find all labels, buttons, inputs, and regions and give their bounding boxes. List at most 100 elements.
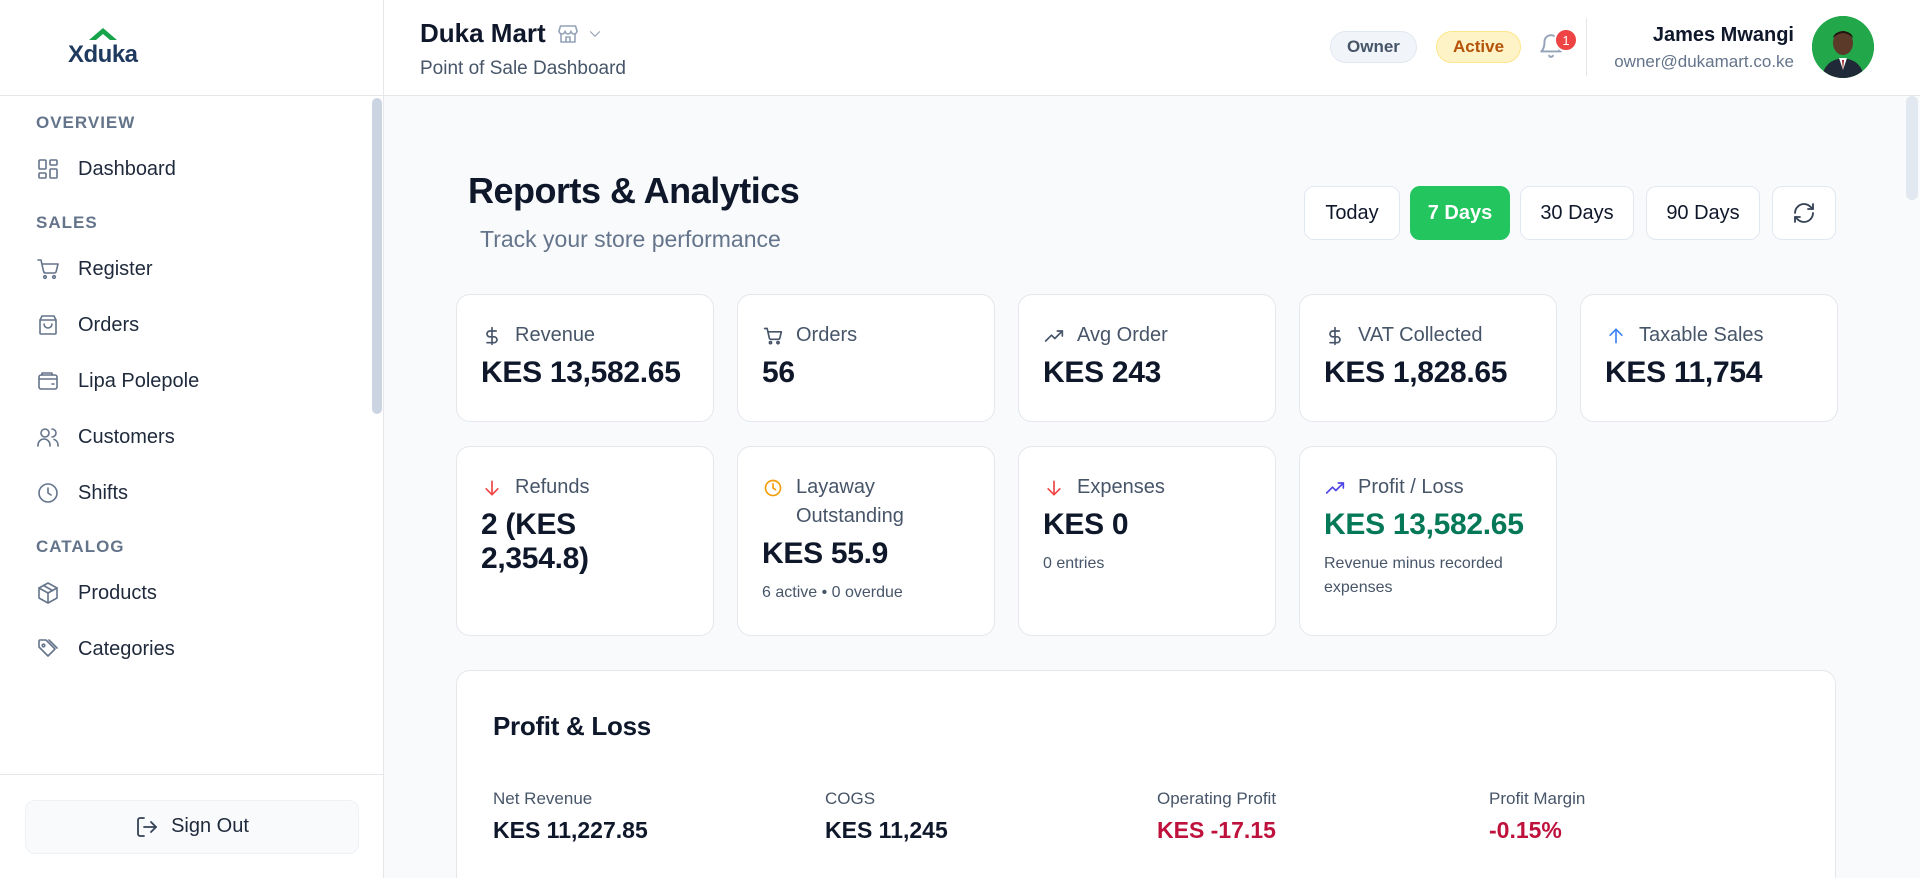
- stat-note: 0 entries: [1043, 555, 1105, 572]
- stat-card-layaway: Layaway Outstanding KES 55.9 6 active • …: [737, 446, 995, 636]
- sidebar-item-label: Products: [78, 581, 157, 604]
- stat-card-revenue: Revenue KES 13,582.65: [456, 294, 714, 422]
- clock-icon: [762, 473, 784, 502]
- sidebar-item-label: Lipa Polepole: [78, 369, 200, 392]
- sidebar-item-label: Register: [78, 257, 153, 280]
- stat-note: 6 active • 0 overdue: [762, 584, 903, 601]
- stat-label: VAT Collected: [1358, 324, 1483, 346]
- range-7-days-button[interactable]: 7 Days: [1410, 186, 1510, 240]
- trending-up-icon: [1043, 321, 1065, 350]
- metric-profit-margin: Profit Margin -0.15%: [1489, 789, 1585, 844]
- page-subtitle: Track your store performance: [480, 226, 781, 252]
- clock-icon: [36, 481, 60, 505]
- section-catalog: CATALOG: [36, 537, 125, 556]
- bag-icon: [36, 313, 60, 337]
- metric-label: Profit Margin: [1489, 789, 1586, 808]
- main-content[interactable]: Reports & Analytics Track your store per…: [384, 96, 1920, 878]
- dollar-icon: [481, 321, 503, 350]
- sidebar-scrollbar[interactable]: [372, 98, 382, 414]
- metric-label: Operating Profit: [1157, 789, 1277, 808]
- stat-value: KES 13,582.65: [481, 356, 681, 389]
- metric-value: -0.15%: [1489, 817, 1562, 843]
- refresh-button[interactable]: [1772, 186, 1836, 240]
- cart-icon: [762, 321, 784, 350]
- metric-value: KES -17.15: [1157, 817, 1276, 843]
- notification-count: 1: [1554, 28, 1578, 52]
- store-selector[interactable]: Duka Mart: [420, 18, 604, 49]
- stat-label: Revenue: [515, 324, 596, 346]
- sidebar-item-categories[interactable]: Categories: [0, 621, 384, 677]
- stat-label: Layaway Outstanding: [796, 476, 904, 527]
- main-scrollbar[interactable]: [1906, 96, 1918, 200]
- section-title: Profit & Loss: [493, 711, 651, 741]
- sidebar: Xduka OVERVIEW Dashboard SALES Register …: [0, 0, 384, 878]
- sidebar-item-label: Dashboard: [78, 157, 176, 180]
- page-title: Reports & Analytics: [468, 170, 800, 211]
- chevron-down-icon: [589, 30, 600, 37]
- sidebar-nav[interactable]: OVERVIEW Dashboard SALES Register Orders…: [0, 96, 384, 774]
- arrow-up-icon: [1605, 321, 1627, 350]
- stat-label: Profit / Loss: [1358, 476, 1464, 498]
- section-sales: SALES: [36, 213, 98, 232]
- dollar-icon: [1324, 321, 1346, 350]
- section-overview: OVERVIEW: [36, 113, 136, 132]
- tag-icon: [36, 637, 60, 661]
- stat-note: Revenue minus recorded expenses: [1324, 555, 1503, 596]
- signout-area: Sign Out: [0, 774, 384, 878]
- status-badge: Active: [1436, 31, 1522, 63]
- stat-value: KES 55.9: [762, 537, 889, 570]
- stat-value: KES 11,754: [1605, 356, 1763, 389]
- metric-cogs: COGS KES 11,245: [825, 789, 948, 844]
- refresh-icon: [1794, 203, 1814, 223]
- metric-net-revenue: Net Revenue KES 11,227.85: [493, 789, 648, 844]
- range-90-days-button[interactable]: 90 Days: [1646, 186, 1760, 240]
- stat-card-taxable-sales: Taxable Sales KES 11,754: [1580, 294, 1838, 422]
- metric-label: Net Revenue: [493, 789, 593, 808]
- store-name: Duka Mart: [420, 18, 546, 48]
- metric-value: KES 11,227.85: [493, 817, 648, 843]
- arrow-down-icon: [481, 473, 503, 502]
- stat-card-profit-loss: Profit / Loss KES 13,582.65 Revenue minu…: [1299, 446, 1557, 636]
- header-divider: [1586, 18, 1587, 76]
- stat-value: 2 (KES 2,354.8): [481, 508, 589, 575]
- stat-card-avg-order: Avg Order KES 243: [1018, 294, 1276, 422]
- range-today-button[interactable]: Today: [1304, 186, 1400, 240]
- metric-value: KES 11,245: [825, 817, 948, 843]
- sidebar-item-label: Shifts: [78, 481, 129, 504]
- header-subtitle: Point of Sale Dashboard: [420, 58, 626, 79]
- stat-label: Taxable Sales: [1639, 324, 1764, 346]
- sidebar-item-customers[interactable]: Customers: [0, 409, 384, 465]
- stat-value: KES 243: [1043, 356, 1161, 389]
- user-name: James Mwangi: [1652, 24, 1794, 46]
- stat-card-orders: Orders 56: [737, 294, 995, 422]
- avatar[interactable]: [1812, 16, 1874, 78]
- users-icon: [36, 425, 60, 449]
- stat-card-expenses: Expenses KES 0 0 entries: [1018, 446, 1276, 636]
- sidebar-item-products[interactable]: Products: [0, 565, 384, 621]
- sidebar-item-shifts[interactable]: Shifts: [0, 465, 384, 521]
- sidebar-item-label: Categories: [78, 637, 175, 660]
- stat-value: 56: [762, 356, 795, 389]
- top-header: Duka Mart Point of Sale Dashboard Owner …: [384, 0, 1920, 96]
- notifications-button[interactable]: 1: [1538, 28, 1578, 64]
- sidebar-item-orders[interactable]: Orders: [0, 297, 384, 353]
- logo[interactable]: Xduka: [68, 27, 138, 69]
- trending-up-icon: [1324, 473, 1346, 502]
- range-30-days-button[interactable]: 30 Days: [1520, 186, 1634, 240]
- sidebar-item-register[interactable]: Register: [0, 241, 384, 297]
- sign-out-button[interactable]: Sign Out: [25, 799, 359, 854]
- cart-icon: [36, 257, 60, 281]
- grid-icon: [36, 157, 60, 181]
- stat-label: Avg Order: [1077, 324, 1168, 346]
- avatar-person-icon: [1812, 16, 1874, 78]
- sidebar-item-dashboard[interactable]: Dashboard: [0, 141, 384, 197]
- stat-card-refunds: Refunds 2 (KES 2,354.8): [456, 446, 714, 636]
- stat-value: KES 0: [1043, 508, 1129, 541]
- sign-out-label: Sign Out: [171, 815, 249, 837]
- box-icon: [36, 581, 60, 605]
- wallet-icon: [36, 369, 60, 393]
- sidebar-item-label: Customers: [78, 425, 175, 448]
- sidebar-item-lipa-polepole[interactable]: Lipa Polepole: [0, 353, 384, 409]
- metric-operating-profit: Operating Profit KES -17.15: [1157, 789, 1276, 844]
- profit-loss-section: Profit & Loss Net Revenue KES 11,227.85 …: [456, 670, 1836, 878]
